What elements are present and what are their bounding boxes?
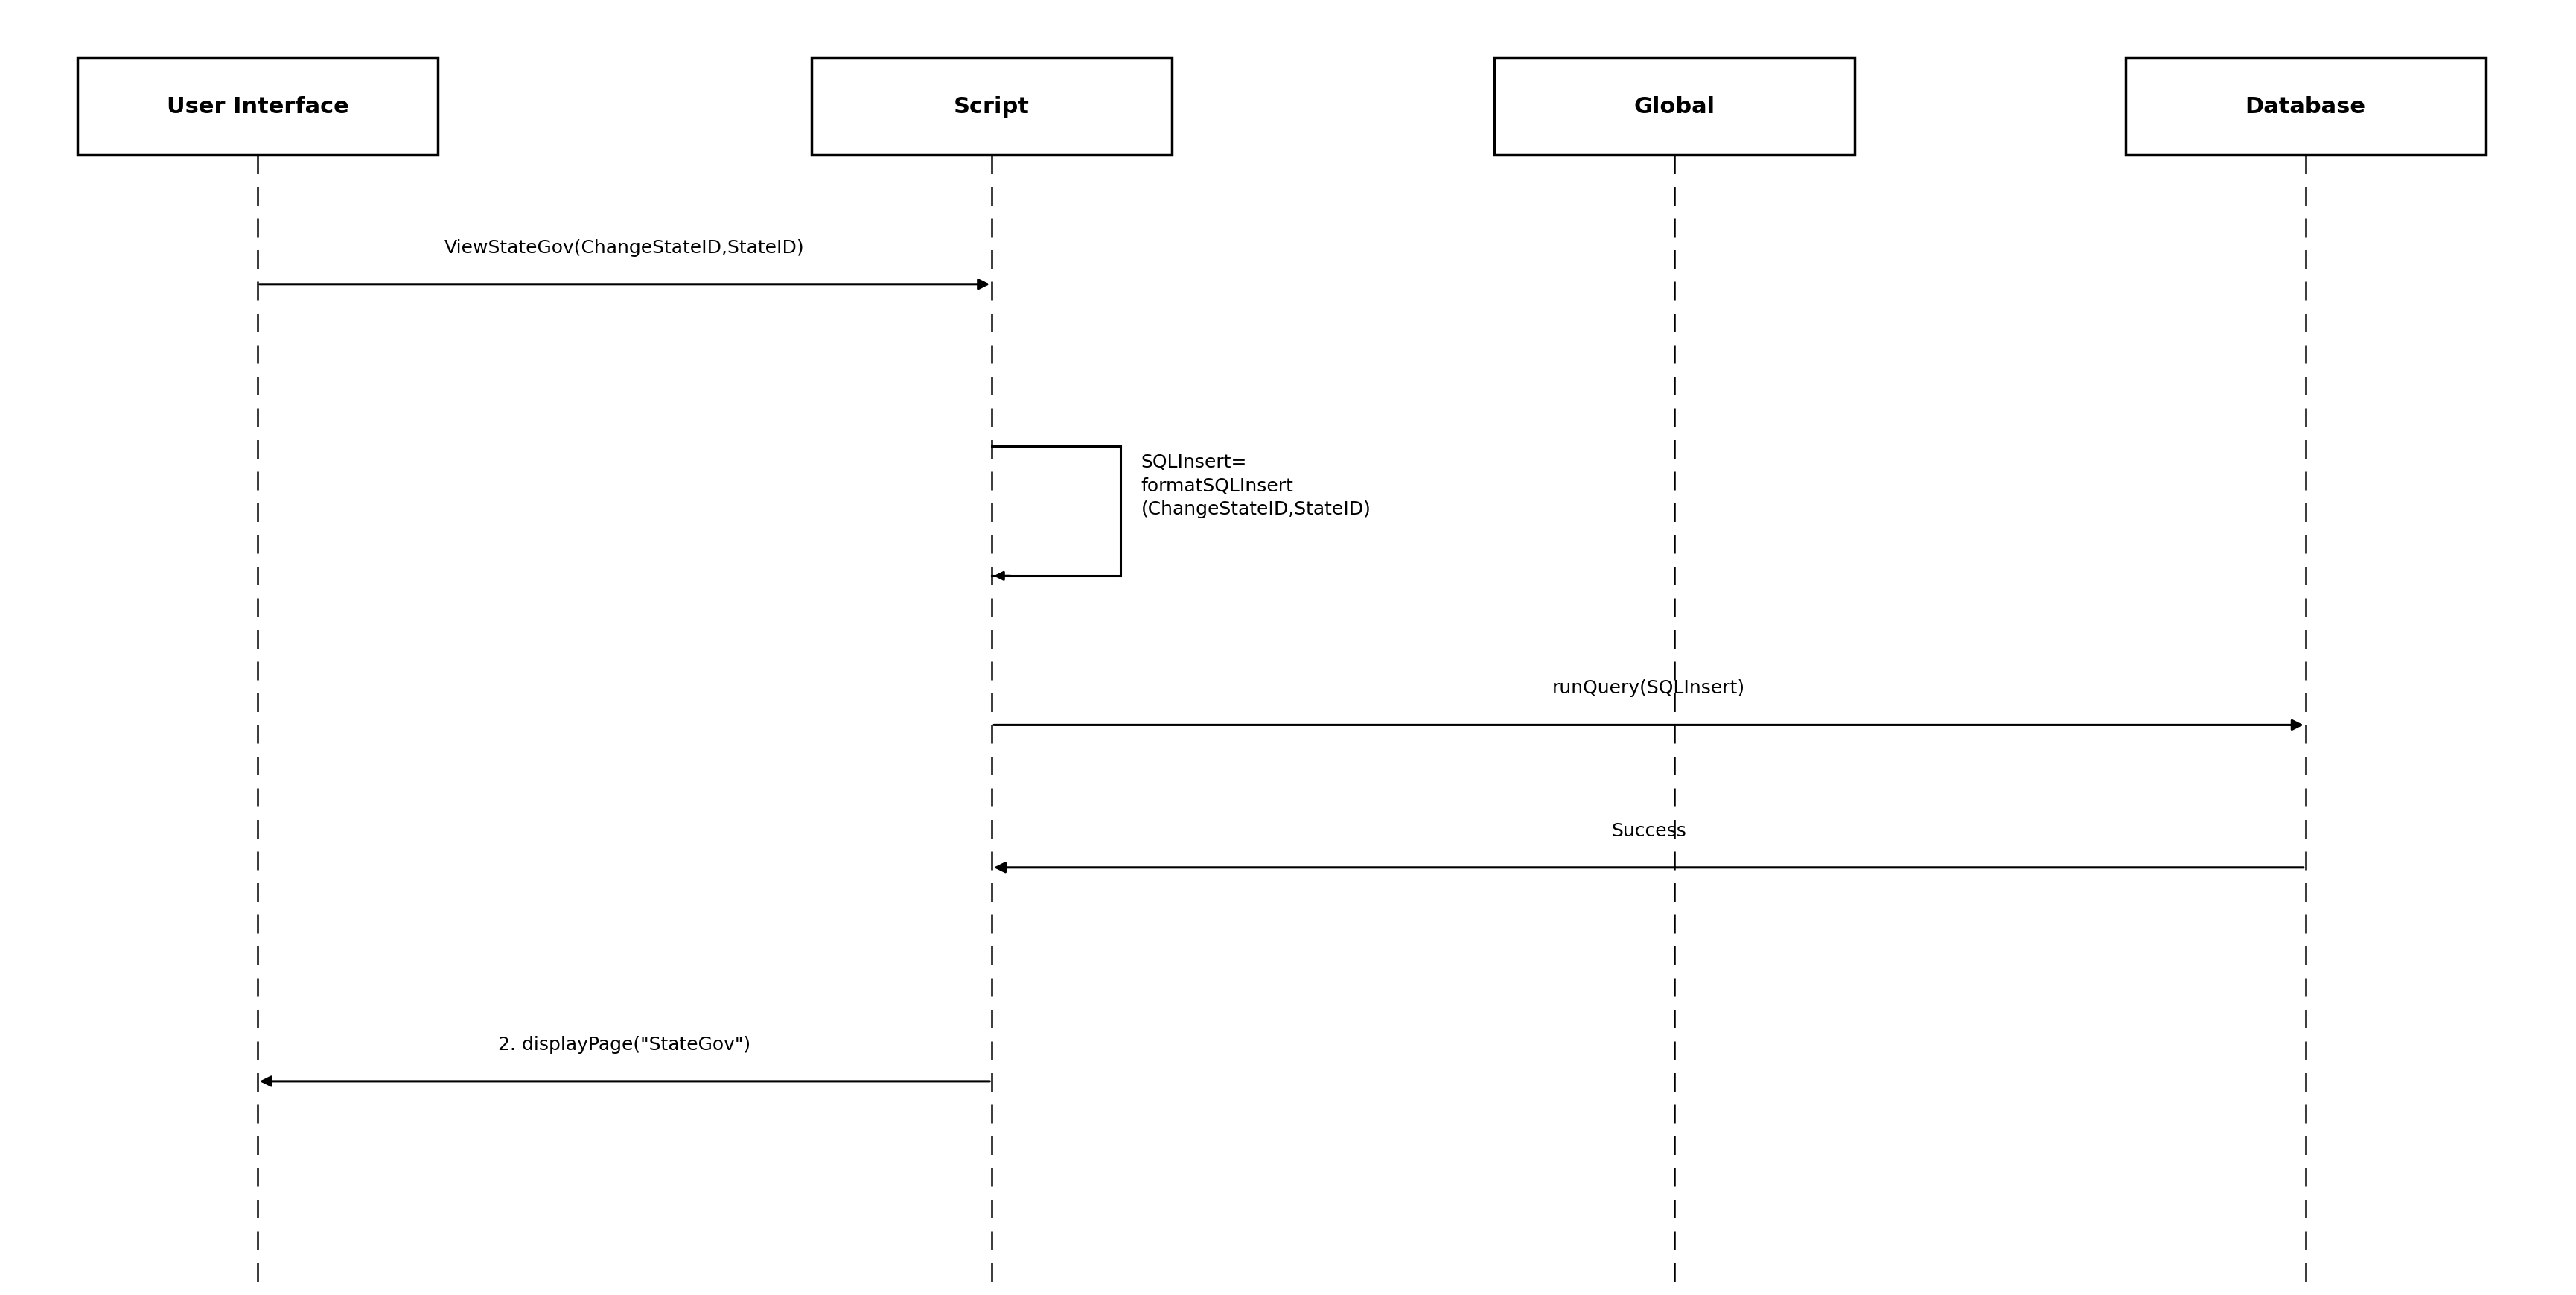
Bar xyxy=(1494,58,1855,155)
Text: runQuery(SQLInsert): runQuery(SQLInsert) xyxy=(1553,679,1744,697)
Text: User Interface: User Interface xyxy=(167,96,348,118)
Text: 2. displayPage("StateGov"): 2. displayPage("StateGov") xyxy=(497,1035,752,1053)
Bar xyxy=(77,58,438,155)
Text: Script: Script xyxy=(953,96,1030,118)
Text: Global: Global xyxy=(1633,96,1716,118)
Text: Success: Success xyxy=(1610,821,1687,839)
Text: ViewStateGov(ChangeStateID,StateID): ViewStateGov(ChangeStateID,StateID) xyxy=(446,238,804,256)
Bar xyxy=(811,58,1172,155)
Text: Database: Database xyxy=(2246,96,2365,118)
Text: SQLInsert=
formatSQLInsert
(ChangeStateID,StateID): SQLInsert= formatSQLInsert (ChangeStateI… xyxy=(1141,453,1370,518)
Bar xyxy=(2125,58,2486,155)
